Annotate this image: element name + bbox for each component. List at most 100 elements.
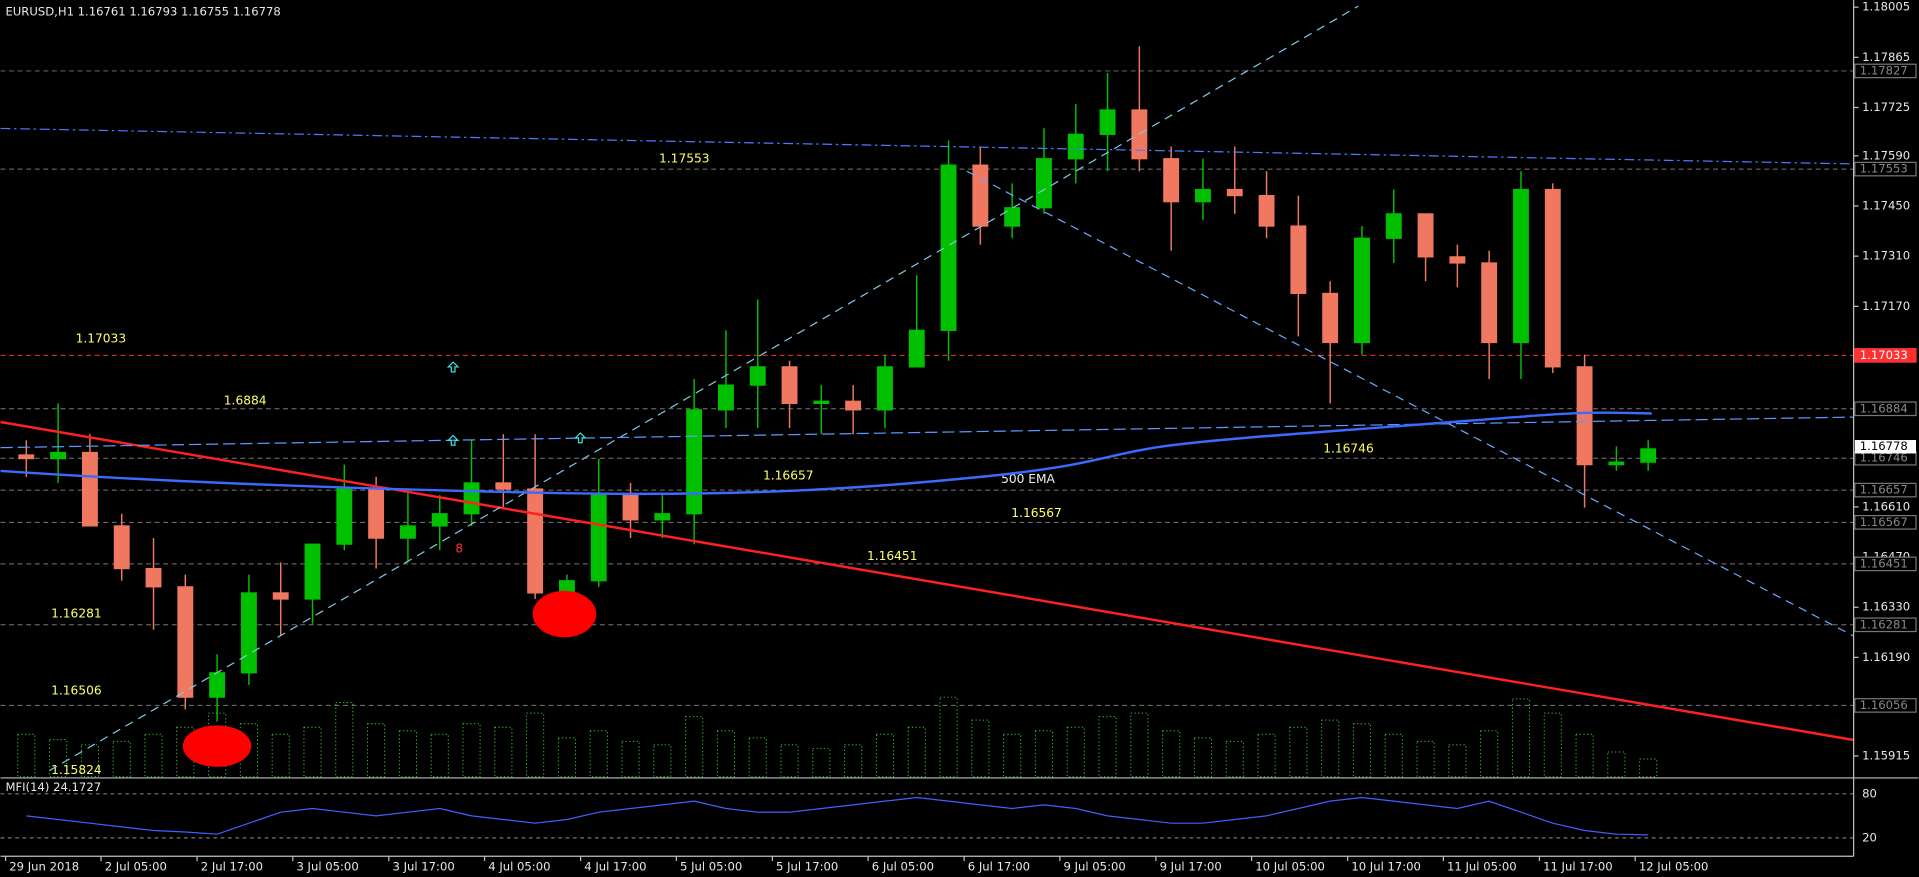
- level-label: 1.16567: [1860, 515, 1908, 529]
- candle-body: [845, 400, 862, 411]
- candle-body: [908, 329, 925, 368]
- candle-body: [1258, 194, 1275, 227]
- volume-bar: [17, 733, 36, 778]
- level-label: 1.17553: [1860, 162, 1908, 176]
- candle-body: [240, 592, 257, 674]
- volume-bar: [1193, 737, 1213, 778]
- arrow: [446, 361, 460, 373]
- candle-body: [1067, 133, 1084, 160]
- volume-bar: [1162, 730, 1181, 778]
- candle-body: [1576, 366, 1593, 466]
- current-price-label: 1.16778: [1860, 439, 1908, 453]
- volume-bar: [1575, 733, 1594, 778]
- candle-body: [1385, 213, 1402, 239]
- volume-bar: [1034, 730, 1054, 778]
- candle-body: [1449, 256, 1466, 264]
- arrow: [446, 434, 460, 446]
- volume-bar: [1066, 726, 1085, 778]
- ema-500: [0, 411, 1652, 496]
- y-tick-label: 1.17865: [1862, 50, 1910, 64]
- y-tick-label: 1.16190: [1862, 650, 1910, 664]
- candle-body: [145, 567, 162, 588]
- volume-bar: [1003, 733, 1022, 778]
- x-tick-label: 10 Jul 05:00: [1255, 860, 1325, 874]
- candle-body: [209, 672, 226, 698]
- mfi-tick-label: 20: [1862, 830, 1877, 844]
- x-tick-label: 11 Jul 17:00: [1543, 860, 1613, 874]
- candle-body: [1004, 207, 1021, 227]
- candle-body: [431, 513, 448, 527]
- candle-body: [1195, 188, 1211, 203]
- candle-body: [1322, 292, 1339, 344]
- volume-bar: [1289, 726, 1308, 778]
- y-tick-label: 1.17590: [1862, 148, 1910, 162]
- x-tick-label: 6 Jul 05:00: [872, 860, 934, 874]
- volume-bar: [1352, 723, 1372, 778]
- level-box: [1854, 556, 1917, 572]
- volume-bar: [1098, 716, 1117, 778]
- annotation: 1.16281: [51, 607, 102, 621]
- candle-body: [368, 488, 385, 539]
- candle-body: [781, 366, 798, 405]
- level-box: [1854, 482, 1917, 498]
- candle-body: [876, 366, 893, 411]
- volume-bar: [1384, 733, 1403, 778]
- level-label: 1.16281: [1860, 617, 1908, 631]
- y-tick-label: 1.18005: [1862, 0, 1910, 14]
- volume-bar: [1448, 744, 1467, 778]
- candle-body: [940, 164, 957, 331]
- volume-bar: [1511, 698, 1531, 778]
- current-price-box: [1854, 440, 1917, 454]
- volume-bar: [526, 712, 545, 778]
- level-box: [1854, 698, 1917, 713]
- candle-body: [1290, 225, 1307, 295]
- volume-bar: [144, 733, 163, 778]
- trendline: [49, 5, 1359, 772]
- annotation: 1.16746: [1323, 441, 1374, 455]
- volume-bar: [589, 730, 608, 778]
- x-tick-label: 29 Jun 2018: [9, 860, 79, 874]
- volume-bar: [112, 740, 131, 778]
- candle-body: [622, 494, 639, 521]
- arrow: [573, 432, 587, 444]
- level-label: 1.17827: [1860, 63, 1908, 77]
- candle-body: [972, 164, 989, 227]
- annotation: 1.16567: [1011, 506, 1062, 520]
- candle-body: [1608, 461, 1625, 466]
- level-box: [1854, 348, 1917, 363]
- x-tick-label: 3 Jul 17:00: [393, 860, 455, 874]
- volume-bar: [653, 744, 672, 778]
- candle-body: [81, 451, 98, 527]
- level-box: [1854, 161, 1917, 177]
- y-tick-label: 1.17450: [1862, 198, 1910, 212]
- candle-body: [717, 384, 734, 411]
- annotation: 1.17033: [76, 331, 127, 345]
- volume-bar: [1607, 751, 1626, 778]
- candle-body: [654, 513, 671, 521]
- x-tick-label: 5 Jul 17:00: [776, 860, 838, 874]
- x-tick-label: 4 Jul 05:00: [488, 860, 550, 874]
- level-box: [1854, 617, 1917, 633]
- candle-body: [304, 543, 321, 600]
- x-tick-label: 3 Jul 05:00: [296, 860, 358, 874]
- candle-body: [1417, 213, 1434, 258]
- x-tick-label: 9 Jul 17:00: [1160, 860, 1222, 874]
- trendline: [0, 127, 1854, 165]
- candle-body: [1131, 109, 1148, 160]
- drawings: [0, 5, 1854, 772]
- candle-body: [813, 400, 830, 405]
- candle-body: [1640, 448, 1657, 463]
- volume-bar: [1130, 712, 1149, 778]
- ema-line: [0, 416, 1854, 449]
- annotation: 500 EMA: [1001, 472, 1055, 486]
- level-box: [1854, 63, 1917, 79]
- mfi-tick-label: 80: [1862, 786, 1877, 800]
- annotation: 1.17553: [659, 152, 710, 166]
- candle-body: [686, 409, 703, 515]
- level-label: 1.16746: [1860, 451, 1908, 465]
- x-tick-label: 5 Jul 05:00: [680, 860, 742, 874]
- volume-bar: [1321, 719, 1340, 778]
